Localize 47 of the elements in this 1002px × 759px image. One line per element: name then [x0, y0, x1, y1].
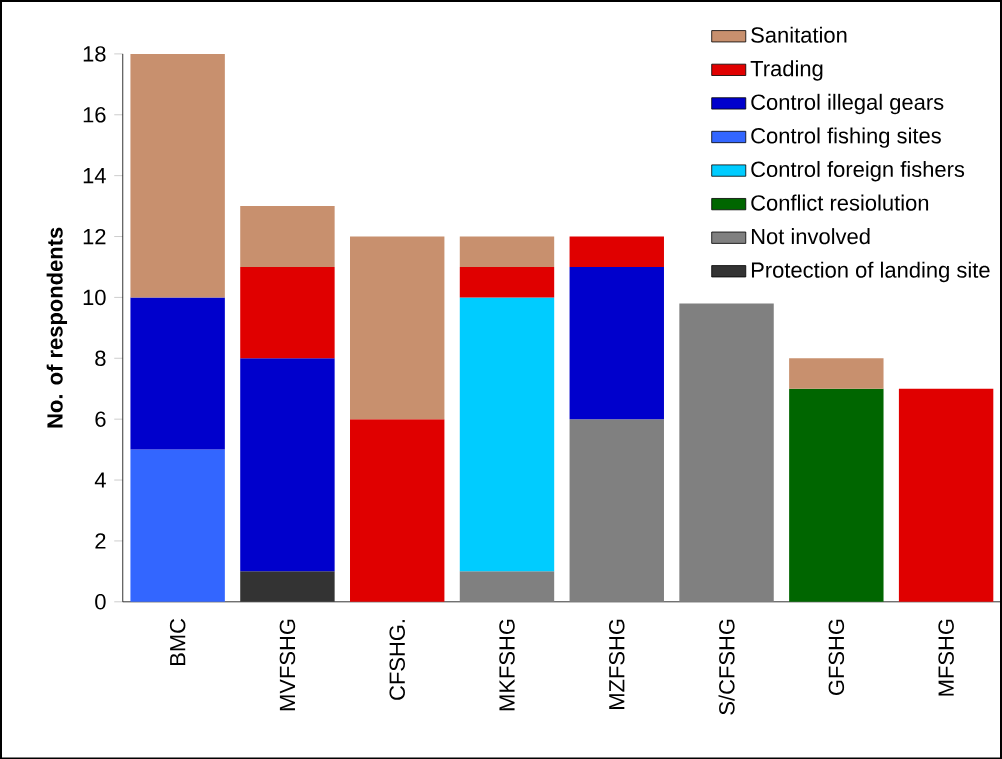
- x-tick-label: MFSHG: [938, 619, 954, 696]
- y-tick-label: 18: [83, 45, 106, 62]
- bar: [789, 358, 884, 389]
- legend-label: Protection of landing site: [751, 261, 990, 282]
- bar: [569, 236, 664, 267]
- legend-label: Conflict resiolution: [751, 194, 929, 211]
- x-tick-label: MZFSHG: [609, 619, 625, 709]
- x-tick-label: GFSHG: [828, 619, 845, 695]
- bar: [569, 418, 664, 602]
- y-axis-title: No. of respondents: [46, 227, 68, 428]
- x-tick-label: MVFSHG: [279, 619, 296, 710]
- bar: [459, 297, 555, 572]
- bar: [130, 449, 225, 602]
- bar: [350, 418, 445, 602]
- y-tick-label: 16: [83, 106, 106, 123]
- y-tick-label: 14: [83, 167, 106, 183]
- bar: [240, 571, 335, 602]
- legend-label: Control fishing sites: [751, 127, 941, 148]
- legend-label: Not involved: [751, 227, 870, 244]
- bar: [459, 236, 555, 267]
- bar: [240, 266, 335, 359]
- bar: [459, 266, 555, 298]
- y-tick-label: 0: [95, 593, 106, 610]
- x-tick-label: MKFSHG: [499, 619, 515, 710]
- bar: [679, 303, 774, 602]
- x-tick-label: BMC: [169, 618, 186, 665]
- y-tick-label: 4: [94, 472, 106, 488]
- bar: [240, 358, 335, 572]
- legend-label: Trading: [750, 60, 823, 81]
- bar: [350, 236, 445, 419]
- legend-label: Control foreign fishers: [751, 160, 965, 182]
- y-tick-label: 8: [95, 350, 106, 366]
- bar: [130, 53, 225, 298]
- y-tick-label: 12: [83, 228, 106, 244]
- bar: [130, 297, 225, 450]
- bar: [898, 388, 994, 602]
- y-tick-label: 6: [95, 411, 106, 427]
- bar: [789, 388, 884, 602]
- bar: [569, 266, 664, 419]
- bar: [459, 571, 555, 602]
- y-tick-label: 10: [83, 289, 106, 305]
- bar: [240, 205, 335, 267]
- x-tick-label: S/CFSHG: [718, 619, 735, 715]
- x-tick-label: CFSHG.: [389, 619, 405, 700]
- y-tick-label: 2: [95, 533, 106, 549]
- legend-label: Sanitation: [751, 26, 847, 43]
- legend-label: Control illegal gears: [751, 93, 944, 115]
